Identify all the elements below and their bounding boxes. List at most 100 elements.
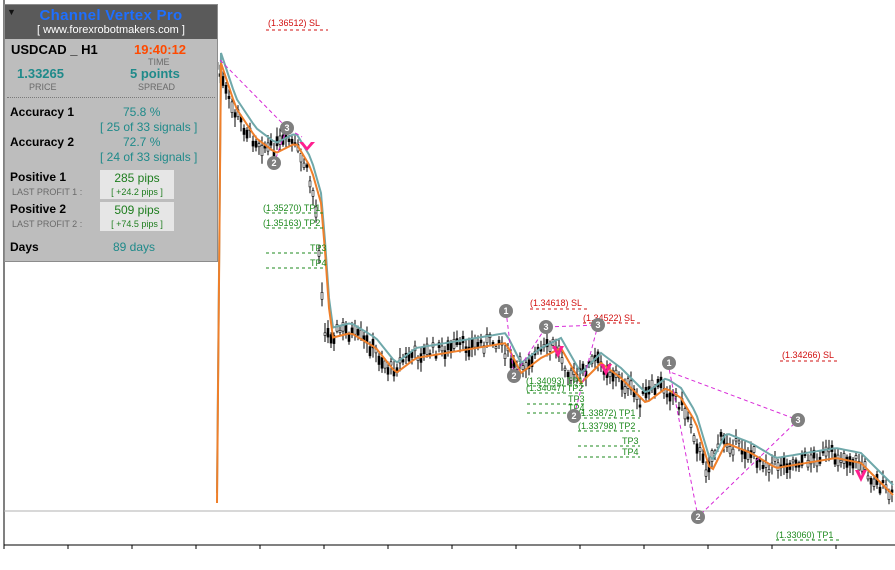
candle-body	[491, 341, 495, 345]
candle-body	[389, 361, 393, 366]
tp4-label-3: TP4	[622, 447, 639, 457]
candle-body	[704, 469, 708, 477]
candle-body	[452, 339, 456, 349]
candle-body	[881, 480, 885, 483]
positive1-value: 285 pips	[100, 170, 174, 186]
candle-body	[260, 145, 264, 157]
candle-body	[425, 343, 429, 355]
accuracy2-value: 72.7 %	[123, 135, 161, 149]
wave-marker: 3	[591, 318, 605, 332]
sell-arrow-icon	[855, 470, 867, 482]
candle-body	[377, 355, 381, 365]
candle-body	[812, 449, 816, 459]
sell-signal-arrows	[299, 142, 867, 482]
candle-body	[401, 359, 405, 363]
wave-marker: 2	[507, 369, 521, 383]
lower-band-line	[216, 62, 894, 504]
svg-text:2: 2	[271, 158, 276, 168]
wave-marker: 3	[539, 320, 553, 334]
candle-body	[845, 456, 849, 468]
candle-body	[320, 292, 324, 300]
candle-body	[545, 339, 549, 348]
price-label: PRICE	[29, 82, 57, 92]
candle-body	[839, 459, 843, 463]
candle-body	[653, 387, 657, 395]
tp4-label-1: TP4	[310, 258, 327, 268]
panel-header: ▼ Channel Vertex Pro [ www.forexrobotmak…	[5, 5, 217, 39]
candle-body	[638, 404, 642, 408]
svg-text:3: 3	[284, 123, 289, 133]
candle-body	[221, 76, 225, 86]
candle-body	[521, 365, 525, 370]
candle-body	[686, 416, 690, 420]
candle-body	[872, 478, 876, 487]
candle-body	[785, 463, 789, 473]
candle-body	[290, 138, 294, 144]
svg-text:1: 1	[666, 358, 671, 368]
candle-body	[254, 140, 258, 148]
candle-body	[695, 443, 699, 454]
candle-body	[368, 346, 372, 357]
price-value: 1.33265	[17, 66, 64, 81]
symbol-label: USDCAD _ H1	[11, 42, 98, 57]
sell-arrow-icon	[299, 142, 315, 151]
wave-marker: 3	[280, 121, 294, 135]
candle-body	[563, 367, 567, 371]
tp3-label-1: TP3	[310, 243, 327, 253]
candle-body	[458, 342, 462, 345]
candle-body	[761, 464, 765, 469]
candle-body	[641, 391, 645, 394]
time-axis-ticks	[3, 545, 837, 549]
wave-marker: 3	[791, 413, 805, 427]
tp1-label-3: (1.33872) TP1	[578, 408, 635, 418]
candle-body	[692, 435, 696, 442]
candle-body	[305, 164, 309, 168]
candle-body	[731, 448, 735, 456]
candle-body	[230, 101, 234, 113]
candle-body	[308, 180, 312, 188]
candle-body	[854, 455, 858, 459]
candle-body	[728, 446, 732, 454]
accuracy1-label: Accuracy 1	[10, 105, 75, 119]
candle-body	[326, 328, 330, 338]
panel-url: [ www.forexrobotmakers.com ]	[37, 24, 185, 36]
candle-body	[569, 369, 573, 381]
candle-body	[608, 371, 612, 378]
last-profit2-value: [ +74.5 pips ]	[100, 218, 174, 231]
wave-marker: 2	[267, 156, 281, 170]
accuracy2-signals: [ 24 of 33 signals ]	[100, 150, 198, 164]
positive1-label: Positive 1	[10, 170, 67, 184]
wave-marker: 1	[662, 356, 676, 370]
candle-body	[737, 440, 741, 444]
candle-body	[434, 355, 438, 359]
sl-label-3: (1.34522) SL	[583, 313, 635, 323]
candle-body	[668, 392, 672, 402]
tp1-label-2: (1.34093) TP1	[526, 376, 583, 386]
candlesticks	[215, 59, 894, 505]
candle-body	[329, 334, 333, 344]
candle-body	[335, 324, 339, 332]
candle-body	[836, 454, 840, 467]
last-profit2-label: LAST PROFIT 2 :	[12, 219, 83, 229]
collapse-triangle-icon[interactable]: ▼	[7, 7, 16, 17]
candle-body	[677, 406, 681, 410]
sell-arrow-icon	[552, 346, 564, 358]
candle-body	[755, 457, 759, 468]
candle-body	[224, 84, 228, 94]
candle-body	[629, 380, 633, 391]
candle-body	[752, 446, 756, 453]
candle-body	[467, 346, 471, 357]
last-profit1-label: LAST PROFIT 1 :	[12, 187, 83, 197]
candle-body	[494, 346, 498, 350]
sl-label-4: (1.34266) SL	[782, 350, 834, 360]
candle-body	[440, 345, 444, 352]
candle-body	[566, 372, 570, 378]
candle-body	[287, 138, 291, 142]
tp3-label-3: TP3	[622, 436, 639, 446]
candle-body	[227, 95, 231, 99]
tp2-label-2: (1.34047) TP2	[526, 383, 583, 393]
info-panel[interactable]: ▼ Channel Vertex Pro [ www.forexrobotmak…	[4, 4, 218, 262]
accuracy1-signals: [ 25 of 33 signals ]	[100, 120, 198, 134]
accuracy1-value: 75.8 %	[123, 105, 161, 119]
